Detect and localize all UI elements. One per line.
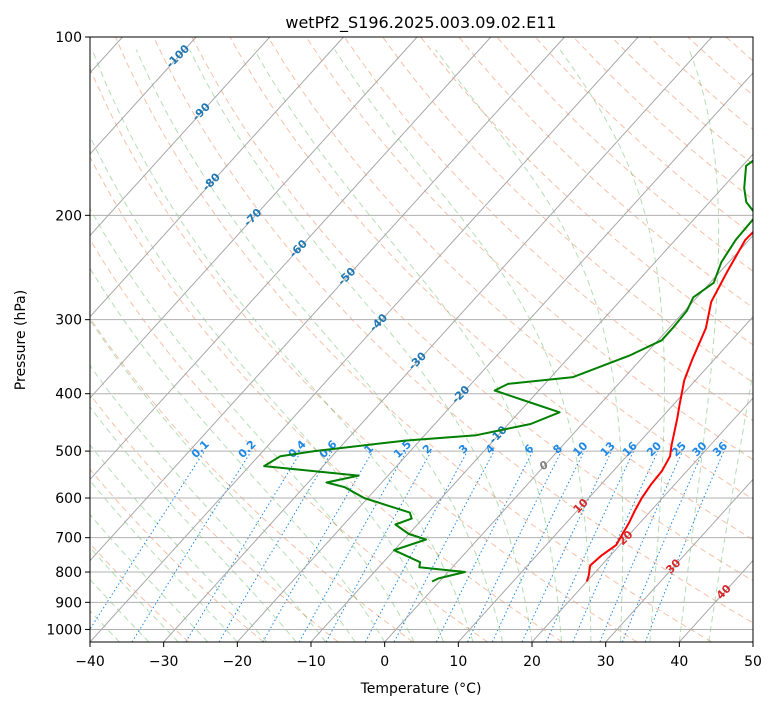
moist-adiabat-line bbox=[91, 49, 474, 642]
y-axis: 100 200 300 400 500 600 700 800 900 1000 bbox=[46, 30, 90, 638]
isotherm-line bbox=[310, 153, 753, 642]
isotherm-line bbox=[90, 37, 344, 318]
mixing-ratio-line bbox=[572, 450, 659, 642]
mixing-ratio-line bbox=[435, 450, 534, 642]
moist-adiabat-line bbox=[708, 368, 753, 642]
dry-adiabat-line bbox=[267, 37, 753, 500]
moist-adiabat-line bbox=[678, 49, 720, 642]
dry-adiabat-line bbox=[90, 156, 563, 642]
y-tick-label: 1000 bbox=[46, 622, 82, 638]
dewpoint-profile-line bbox=[263, 159, 753, 583]
moist-adiabat-line bbox=[90, 364, 327, 642]
y-tick-label: 400 bbox=[55, 387, 82, 403]
moist-adiabat-line bbox=[189, 49, 533, 642]
isotherm-label: 0 bbox=[538, 458, 550, 473]
isotherms bbox=[90, 37, 753, 642]
mixing-ratio-line bbox=[325, 450, 432, 642]
mixing-ratio-line bbox=[185, 450, 302, 642]
mixing-ratio-line bbox=[364, 450, 468, 642]
y-tick-label: 500 bbox=[55, 444, 82, 460]
moist-adiabat-line bbox=[253, 49, 562, 642]
dry-adiabat-line bbox=[90, 238, 488, 642]
x-tick-label: 20 bbox=[523, 654, 541, 670]
x-tick-label: 10 bbox=[449, 654, 467, 670]
moist-adiabat-line bbox=[334, 49, 592, 642]
mixing-ratio-line bbox=[467, 450, 562, 642]
dry-adiabat-line bbox=[153, 37, 753, 624]
isotherm-line bbox=[457, 316, 753, 642]
isotherm-line bbox=[90, 37, 271, 237]
y-axis-label: Pressure (hPa) bbox=[13, 290, 29, 390]
mixing-ratio-lines bbox=[90, 450, 725, 642]
moist-adiabat-line bbox=[90, 135, 445, 642]
plot-area: 0.1 0.2 0.4 0.6 1 1.5 2 3 4 6 8 10 13 16 20 25 30 36 -100… bbox=[90, 37, 753, 642]
dry-adiabat-line bbox=[90, 542, 190, 642]
isotherm-line bbox=[90, 37, 492, 481]
moist-adiabats bbox=[90, 49, 753, 642]
mixing-ratio-line bbox=[90, 450, 205, 631]
temperature-profile-line bbox=[585, 230, 753, 582]
mixing-ratio-line bbox=[298, 450, 407, 642]
x-tick-label: 50 bbox=[744, 654, 762, 670]
isotherm-line bbox=[90, 37, 197, 155]
profiles bbox=[263, 159, 753, 583]
y-tick-label: 700 bbox=[55, 531, 82, 547]
chart-title: wetPf2_S196.2025.003.09.02.E11 bbox=[285, 13, 556, 33]
moist-adiabat-line bbox=[559, 49, 665, 642]
x-axis-label: Temperature (°C) bbox=[360, 681, 482, 697]
isotherm-line bbox=[90, 37, 565, 562]
dry-adiabat-line bbox=[191, 37, 753, 582]
isotherm-line bbox=[531, 397, 753, 642]
moist-adiabat-line bbox=[90, 319, 356, 642]
isotherm-line bbox=[605, 478, 753, 642]
y-tick-label: 800 bbox=[55, 565, 82, 581]
plot-frame bbox=[89, 36, 754, 643]
x-axis: −40 −30 −20 −10 0 10 20 30 40 50 bbox=[75, 642, 762, 670]
y-tick-label: 200 bbox=[55, 208, 82, 224]
dry-adiabat-line bbox=[458, 37, 753, 309]
moist-adiabat-line bbox=[435, 49, 624, 642]
moist-adiabat-line bbox=[90, 207, 415, 642]
x-tick-label: −40 bbox=[75, 654, 105, 670]
y-tick-label: 100 bbox=[55, 30, 82, 46]
dry-adiabat-line bbox=[90, 393, 339, 642]
x-tick-label: −20 bbox=[223, 654, 253, 670]
x-tick-label: 40 bbox=[670, 654, 688, 670]
x-tick-label: −10 bbox=[296, 654, 326, 670]
isotherm-line bbox=[90, 37, 639, 642]
x-tick-label: 0 bbox=[380, 654, 389, 670]
mixing-ratio-line bbox=[621, 450, 704, 642]
y-tick-label: 300 bbox=[55, 313, 82, 329]
mixing-ratio-line bbox=[599, 450, 684, 642]
dry-adiabat-line bbox=[90, 468, 264, 642]
isotherm-line bbox=[236, 72, 753, 642]
x-tick-label: 30 bbox=[597, 654, 615, 670]
isotherm-line bbox=[163, 37, 713, 642]
moist-adiabat-line bbox=[90, 406, 297, 642]
moist-adiabat-line bbox=[135, 49, 503, 642]
y-tick-label: 600 bbox=[55, 491, 82, 507]
isotherm-line bbox=[90, 37, 418, 399]
dry-adiabat-line bbox=[115, 37, 712, 642]
x-tick-label: −30 bbox=[149, 654, 179, 670]
y-tick-label: 900 bbox=[55, 595, 82, 611]
dry-adiabat-line bbox=[305, 37, 753, 461]
isotherm-line bbox=[384, 234, 753, 642]
